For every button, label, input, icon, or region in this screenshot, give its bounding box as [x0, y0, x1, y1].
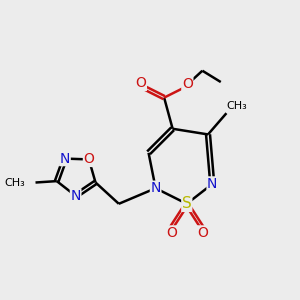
- Text: N: N: [150, 181, 161, 195]
- Text: O: O: [136, 76, 146, 91]
- Text: N: N: [207, 177, 217, 191]
- Text: CH₃: CH₃: [4, 178, 25, 188]
- Text: CH₃: CH₃: [226, 101, 247, 111]
- Text: N: N: [60, 152, 70, 166]
- Text: S: S: [182, 196, 192, 211]
- Text: O: O: [166, 226, 177, 240]
- Text: O: O: [83, 152, 94, 167]
- Text: O: O: [197, 226, 208, 240]
- Text: O: O: [182, 77, 193, 91]
- Text: N: N: [70, 189, 81, 203]
